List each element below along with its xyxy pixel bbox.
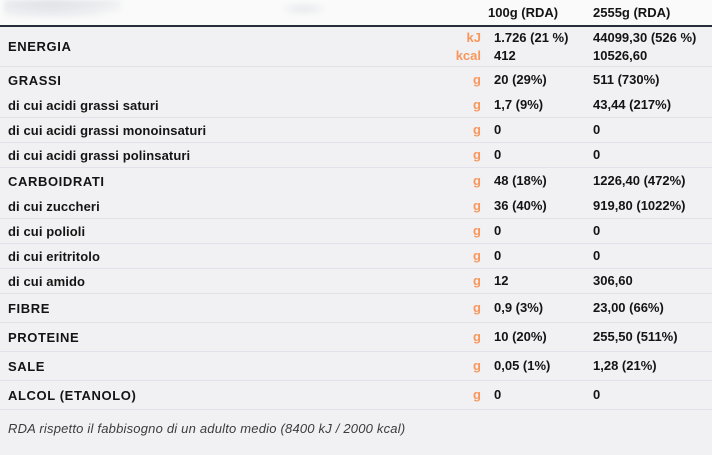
value-100g: 0 (494, 248, 502, 263)
value-2555g: 306,60 (593, 273, 633, 288)
value-100g: 0 (494, 147, 502, 162)
value-2555g: 23,00 (66%) (593, 300, 664, 315)
nutrient-label: di cui acidi grassi polinsaturi (8, 147, 191, 163)
unit-label: g (473, 198, 481, 213)
table-row: CARBOIDRATI g 48 (18%) 1226,40 (472%) (0, 168, 712, 194)
table-row: GRASSI g 20 (29%) 511 (730%) (0, 67, 712, 93)
table-row: di cui acidi grassi saturi g 1,7 (9%) 43,44… (0, 93, 712, 118)
value-2555g: 0 (593, 223, 601, 238)
table-row: di cui acidi grassi polinsaturi g 0 0 (0, 143, 712, 168)
value-2555g: 1,28 (21%) (593, 358, 657, 373)
table-row: SALE g 0,05 (1%) 1,28 (21%) (0, 352, 712, 381)
nutrient-values: g 48 (18%) 1226,40 (472%) (445, 172, 712, 190)
table-row: FIBRE g 0,9 (3%) 23,00 (66%) (0, 294, 712, 323)
table-row: ALCOL (ETANOLO) g 0 0 (0, 381, 712, 410)
unit-label: g (473, 273, 481, 288)
nutrient-label: FIBRE (8, 300, 50, 316)
column-header-100g: 100g (RDA) (488, 5, 559, 20)
nutrient-label: SALE (8, 358, 46, 374)
value-100g: 412 (494, 47, 516, 63)
rda-footnote: RDA rispetto il fabbisogno di un adulto … (8, 421, 406, 436)
nutrient-label: CARBOIDRATI (8, 173, 105, 189)
value-100g: 36 (40%) (494, 198, 547, 213)
nutrient-label: GRASSI (8, 72, 62, 88)
unit-label: g (473, 248, 481, 263)
nutrient-label: di cui acidi grassi saturi (8, 97, 159, 113)
nutrient-values: g 36 (40%) 919,80 (1022%) (445, 197, 712, 215)
nutrient-values: g 0,05 (1%) 1,28 (21%) (445, 357, 712, 375)
unit-label: g (473, 147, 481, 162)
value-100g: 0 (494, 122, 502, 137)
nutrient-label: PROTEINE (8, 329, 80, 345)
nutrient-values: g 12 306,60 (445, 272, 712, 290)
nutrient-label: di cui acidi grassi monoinsaturi (8, 122, 207, 138)
value-100g: 0,05 (1%) (494, 358, 551, 373)
value-100g: 10 (20%) (494, 329, 547, 344)
nutrition-rows: ENERGIA kJ 1.726 (21 %) 44099,30 (526 %) kca… (0, 27, 712, 410)
nutrient-label: di cui eritritolo (8, 248, 100, 264)
unit-label: g (473, 300, 481, 315)
unit-label: g (473, 173, 481, 188)
unit-label: g (473, 223, 481, 238)
value-2555g: 255,50 (511%) (593, 329, 678, 344)
value-100g: 1.726 (21 %) (494, 29, 569, 45)
nutrient-label: ENERGIA (8, 39, 72, 54)
value-2555g: 44099,30 (526 %) (593, 29, 697, 45)
table-row: di cui eritritolo g 0 0 (0, 244, 712, 269)
value-2555g: 0 (593, 248, 601, 263)
value-100g: 1,7 (9%) (494, 97, 544, 112)
nutrient-values: g 0,9 (3%) 23,00 (66%) (445, 299, 712, 317)
unit-label: kJ (466, 29, 481, 45)
unit-label: g (473, 387, 481, 402)
nutrient-values: g 1,7 (9%) 43,44 (217%) (445, 96, 712, 114)
nutrient-label: di cui zuccheri (8, 198, 100, 214)
unit-label: g (473, 72, 481, 87)
table-row: ENERGIA kJ 1.726 (21 %) 44099,30 (526 %) kca… (0, 27, 712, 67)
table-row: di cui acidi grassi monoinsaturi g 0 0 (0, 118, 712, 143)
nutrient-values: g 20 (29%) 511 (730%) (445, 71, 712, 89)
value-100g: 0 (494, 223, 502, 238)
table-row: di cui zuccheri g 36 (40%) 919,80 (1022%) (0, 194, 712, 219)
value-2555g: 1226,40 (472%) (593, 173, 686, 188)
product-photo-fragment-2 (282, 2, 326, 16)
value-2555g: 0 (593, 122, 601, 137)
value-2555g: 0 (593, 147, 601, 162)
value-100g: 12 (494, 273, 509, 288)
unit-label: kcal (455, 47, 481, 63)
value-100g: 20 (29%) (494, 72, 547, 87)
product-photo-fragment (4, 0, 122, 18)
column-header-2555g: 2555g (RDA) (593, 5, 671, 20)
value-100g: 0 (494, 387, 502, 402)
unit-label: g (473, 122, 481, 137)
unit-label: g (473, 97, 481, 112)
value-100g: 48 (18%) (494, 173, 547, 188)
table-row: PROTEINE g 10 (20%) 255,50 (511%) (0, 323, 712, 352)
nutrient-values: kJ 1.726 (21 %) 44099,30 (526 %) kcal 412 105… (445, 29, 712, 65)
table-header-row: 100g (RDA) 2555g (RDA) (0, 0, 712, 27)
value-2555g: 511 (730%) (593, 72, 660, 87)
nutrient-label: di cui amido (8, 273, 86, 289)
value-2555g: 919,80 (1022%) (593, 198, 686, 213)
table-row: di cui polioli g 0 0 (0, 219, 712, 244)
nutrient-label: di cui polioli (8, 223, 86, 239)
value-100g: 0,9 (3%) (494, 300, 544, 315)
value-2555g: 43,44 (217%) (593, 97, 672, 112)
nutrient-label: ALCOL (ETANOLO) (8, 387, 137, 403)
value-2555g: 10526,60 (593, 47, 648, 63)
nutrient-values: g 10 (20%) 255,50 (511%) (445, 328, 712, 346)
table-row: di cui amido g 12 306,60 (0, 269, 712, 294)
unit-label: g (473, 329, 481, 344)
value-2555g: 0 (593, 387, 601, 402)
unit-label: g (473, 358, 481, 373)
